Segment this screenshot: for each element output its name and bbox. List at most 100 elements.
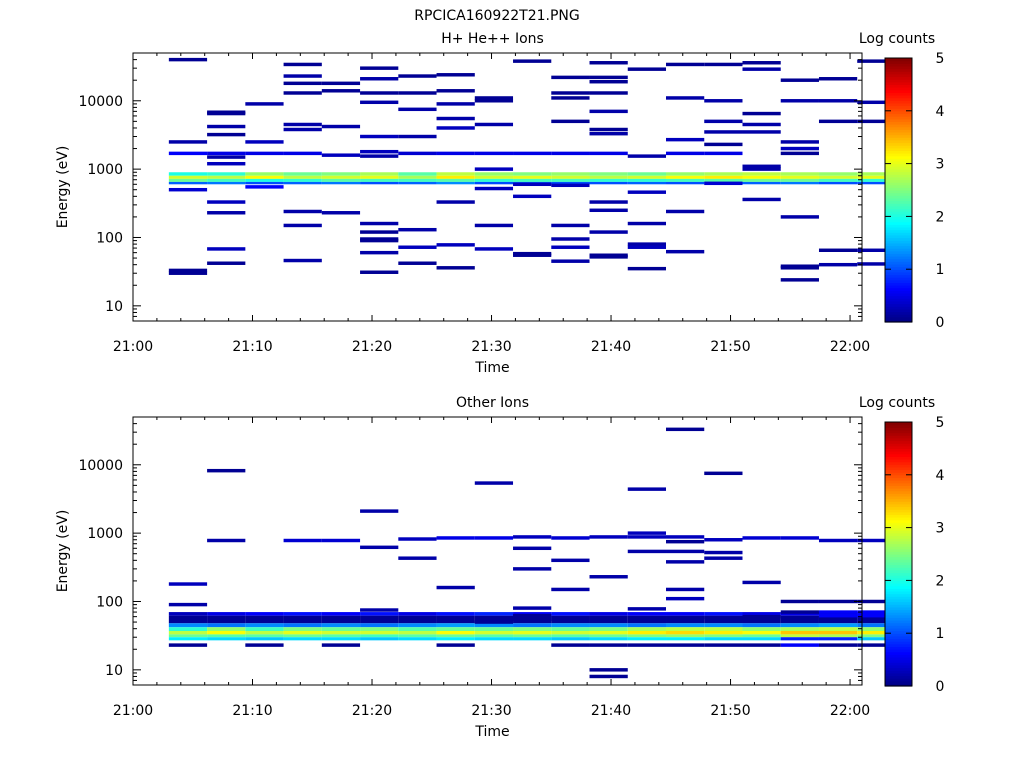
colorbar-step: [885, 429, 912, 434]
colorbar-step: [885, 229, 912, 233]
colorbar-step: [885, 73, 912, 78]
band-cell: [551, 634, 590, 638]
band-cell: [627, 175, 667, 179]
band-cell: [551, 627, 590, 631]
data-cell: [168, 643, 208, 647]
data-cell: [360, 270, 399, 274]
data-cell: [398, 91, 437, 95]
x-tick-label: 21:40: [591, 339, 631, 355]
band-cell: [168, 172, 208, 176]
colorbar-step: [885, 261, 912, 265]
data-cell: [780, 140, 819, 144]
colorbar-tick-label: 2: [936, 209, 945, 225]
data-cell: [742, 61, 781, 65]
colorbar-step: [885, 495, 912, 500]
band-cell: [780, 178, 819, 182]
plot-frame: [132, 416, 863, 686]
panel-title: Other Ions: [456, 395, 529, 411]
colorbar-step: [885, 435, 912, 439]
band-cell: [704, 630, 743, 635]
band-cell: [436, 630, 475, 635]
colorbar-step: [885, 110, 912, 115]
colorbar-step: [885, 588, 912, 592]
band-cell: [283, 637, 322, 641]
colorbar-frame: [884, 57, 913, 323]
data-cell: [780, 78, 819, 82]
data-cell: [589, 200, 628, 204]
band-cell: [513, 172, 552, 176]
data-cell: [360, 230, 399, 234]
colorbar-step: [885, 554, 912, 558]
data-cell: [818, 99, 858, 103]
colorbar-step: [885, 630, 912, 634]
band-cell: [666, 634, 705, 638]
data-cell: [857, 59, 896, 63]
colorbar-step: [885, 160, 912, 165]
colorbar-step: [885, 675, 912, 679]
data-cell: [780, 610, 819, 614]
data-cell: [551, 259, 590, 263]
band-cell: [818, 175, 858, 179]
colorbar-step: [885, 105, 912, 109]
data-cell: [666, 539, 705, 544]
band-cell: [780, 634, 819, 638]
colorbar-step: [885, 593, 912, 597]
data-cell: [474, 186, 514, 191]
y-tick-label: 1000: [87, 162, 123, 178]
colorbar-step: [885, 522, 912, 526]
data-cell: [513, 567, 552, 571]
data-cell: [513, 59, 552, 63]
data-cell: [857, 538, 896, 543]
data-cell: [627, 549, 667, 554]
band-cell: [245, 615, 284, 624]
colorbar-step: [885, 200, 912, 204]
band-cell: [207, 637, 246, 641]
colorbar-step: [885, 124, 912, 128]
data-cell: [207, 151, 246, 156]
band-cell: [627, 634, 667, 638]
colorbar-step: [885, 506, 912, 510]
data-cell: [627, 154, 667, 158]
colorbar-step: [885, 269, 912, 273]
colorbar-step: [885, 248, 912, 252]
data-cell: [245, 102, 284, 106]
band-cell: [513, 634, 552, 638]
band-cell: [780, 612, 819, 616]
data-cell: [168, 57, 208, 62]
band-cell: [666, 172, 705, 176]
colorbar-step: [885, 184, 912, 188]
data-cell: [168, 602, 208, 607]
band-cell: [245, 634, 284, 638]
panel-h-he-ions: 21:00 21:10 21:20 21:30 21:40 21:50 22:0010100…: [55, 31, 945, 376]
data-cell: [398, 261, 437, 265]
band-cell: [436, 175, 475, 179]
band-cell: [551, 637, 590, 641]
band-cell: [360, 615, 399, 624]
colorbar-step: [885, 134, 912, 138]
data-cell: [704, 99, 743, 103]
colorbar-tick-label: 1: [936, 626, 945, 642]
colorbar-step: [885, 424, 912, 428]
colorbar-step: [885, 219, 912, 223]
colorbar-step: [885, 625, 912, 629]
band-cell: [589, 627, 628, 631]
data-cell: [283, 127, 322, 132]
colorbar-step: [885, 102, 912, 107]
data-cell: [704, 538, 743, 542]
band-cell: [666, 630, 705, 635]
band-cell: [245, 181, 284, 185]
colorbar-step: [885, 432, 912, 436]
data-cell: [513, 606, 552, 610]
band-cell: [551, 181, 590, 185]
data-cell: [780, 146, 819, 151]
band-cell: [283, 634, 322, 638]
colorbar-step: [885, 234, 912, 239]
band-cell: [474, 627, 514, 631]
data-cell: [283, 223, 322, 228]
data-cell: [551, 643, 590, 647]
band-cell: [513, 612, 552, 616]
band-cell: [245, 612, 284, 616]
colorbar-step: [885, 226, 912, 231]
band-cell: [666, 181, 705, 185]
